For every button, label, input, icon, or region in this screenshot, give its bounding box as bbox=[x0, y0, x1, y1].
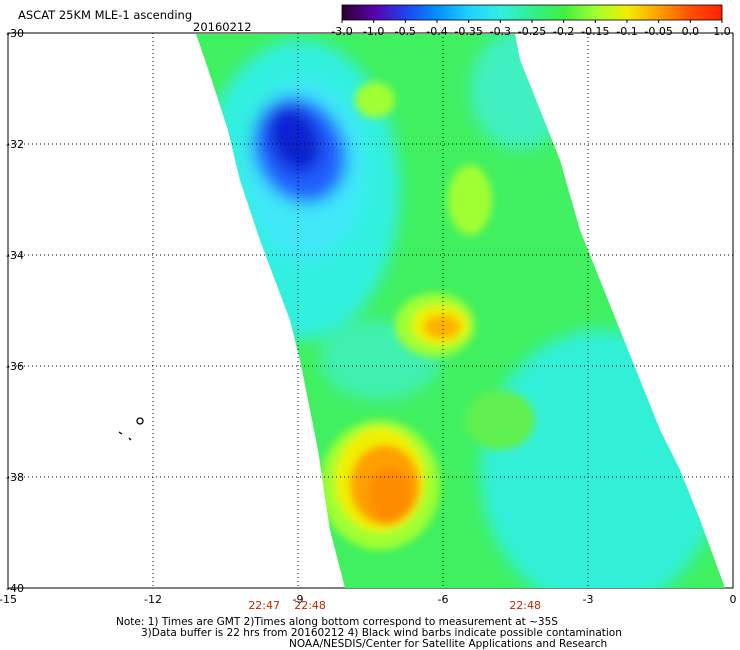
time-label: 22:48 bbox=[294, 599, 326, 612]
colorbar-label: -0.1 bbox=[616, 25, 637, 38]
y-tick-label: -32 bbox=[6, 138, 24, 151]
island-outline bbox=[118, 417, 144, 441]
time-label: 22:48 bbox=[509, 599, 541, 612]
footer-note-1: Note: 1) Times are GMT 2)Times along bot… bbox=[116, 616, 558, 628]
colorbar bbox=[341, 4, 723, 23]
x-tick-label: -12 bbox=[144, 593, 162, 606]
y-tick-label: -30 bbox=[6, 27, 24, 40]
x-tick-label: -6 bbox=[438, 593, 449, 606]
y-tick-label: -36 bbox=[6, 360, 24, 373]
x-tick-label: -15 bbox=[0, 593, 17, 606]
colorbar-label: -3.0 bbox=[331, 25, 352, 38]
colorbar-label: 1.0 bbox=[713, 25, 731, 38]
time-label: 22:47 bbox=[248, 599, 280, 612]
colorbar-label: -0.15 bbox=[581, 25, 609, 38]
colorbar-label: -0.2 bbox=[553, 25, 574, 38]
footer-note-3: NOAA/NESDIS/Center for Satellite Applica… bbox=[289, 638, 608, 650]
colorbar-label: -0.5 bbox=[395, 25, 416, 38]
product-date: 20160212 bbox=[193, 20, 252, 34]
colorbar-label: -0.25 bbox=[518, 25, 546, 38]
colorbar-label: -0.4 bbox=[426, 25, 447, 38]
y-tick-label: -34 bbox=[6, 249, 24, 262]
x-tick-label: -3 bbox=[583, 593, 594, 606]
colorbar-label: -0.35 bbox=[454, 25, 482, 38]
colorbar-label: -0.05 bbox=[644, 25, 672, 38]
colorbar-label: 0.0 bbox=[682, 25, 700, 38]
x-tick-label: -9 bbox=[293, 593, 304, 606]
colorbar-label: -1.0 bbox=[363, 25, 384, 38]
y-tick-label: -38 bbox=[6, 471, 24, 484]
footer-note-2: 3)Data buffer is 22 hrs from 20160212 4)… bbox=[141, 627, 622, 639]
lat-lon-grid bbox=[8, 33, 733, 588]
y-tick-label: -40 bbox=[6, 582, 24, 595]
colorbar-gradient bbox=[341, 4, 723, 21]
x-tick-label: 0 bbox=[730, 593, 737, 606]
colorbar-label: -0.3 bbox=[490, 25, 511, 38]
product-title: ASCAT 25KM MLE-1 ascending bbox=[18, 8, 193, 22]
